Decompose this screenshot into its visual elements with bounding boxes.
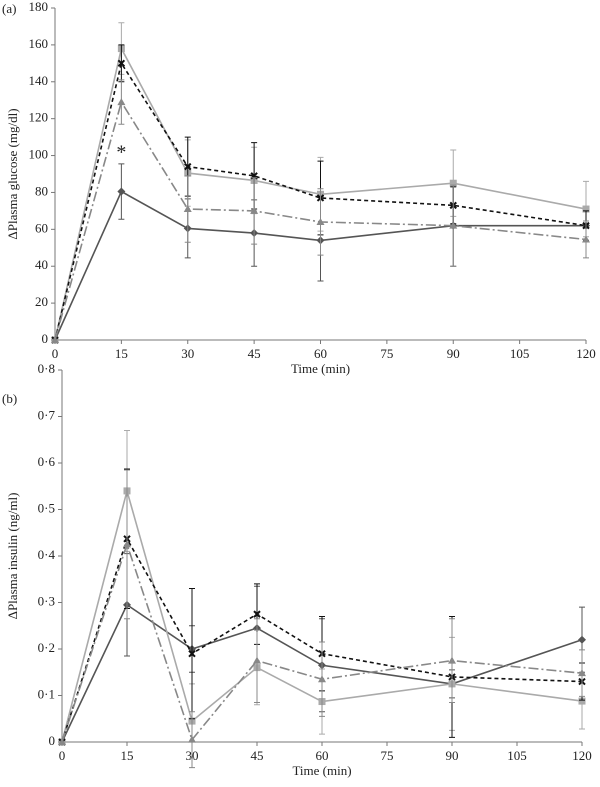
marker: [184, 162, 192, 171]
x-tick-label: 45: [251, 748, 264, 763]
x-tick-label: 60: [316, 748, 329, 763]
marker: [117, 187, 126, 196]
x-tick-label: 120: [576, 346, 596, 361]
panel-label: (b): [2, 391, 17, 406]
y-axis-label: ΔPlasma glucose (mg/dl): [5, 108, 20, 239]
y-tick-label: 80: [35, 183, 48, 198]
x-tick-label: 90: [447, 346, 460, 361]
marker: [582, 205, 590, 213]
marker: [448, 656, 456, 664]
x-tick-label: 105: [507, 748, 527, 763]
annotation: *: [116, 141, 126, 163]
marker: [316, 217, 325, 225]
x-tick-label: 90: [446, 748, 459, 763]
x-tick-label: 75: [381, 748, 394, 763]
marker: [188, 735, 196, 743]
y-tick-label: 0·7: [38, 407, 56, 422]
y-tick-label: 40: [35, 257, 48, 272]
marker: [123, 540, 131, 548]
y-tick-label: 140: [29, 73, 49, 88]
y-tick-label: 60: [35, 220, 48, 235]
marker: [449, 179, 457, 187]
y-tick-label: 0·6: [38, 454, 56, 469]
x-tick-label: 120: [572, 748, 592, 763]
y-tick-label: 0·8: [38, 361, 55, 376]
x-tick-label: 45: [248, 346, 261, 361]
marker: [578, 669, 586, 677]
marker: [117, 98, 126, 106]
marker: [253, 610, 261, 618]
marker: [117, 59, 126, 68]
marker: [253, 656, 261, 664]
marker: [578, 697, 586, 705]
x-tick-label: 30: [181, 346, 194, 361]
x-tick-label: 15: [121, 748, 134, 763]
x-axis-label: Time (min): [291, 361, 350, 376]
marker: [250, 206, 259, 214]
marker: [318, 675, 326, 683]
y-tick-label: 0·4: [38, 547, 56, 562]
marker: [183, 205, 192, 213]
y-tick-label: 180: [29, 0, 49, 14]
marker: [582, 235, 590, 243]
marker: [51, 336, 59, 343]
y-axis-label: ΔPlasma insulin (ng/ml): [5, 493, 20, 620]
y-tick-label: 0·1: [38, 686, 55, 701]
x-tick-label: 75: [380, 346, 393, 361]
y-tick-label: 20: [35, 294, 48, 309]
y-tick-label: 160: [29, 36, 49, 51]
x-axis-label: Time (min): [292, 763, 351, 778]
y-tick-label: 0: [42, 331, 49, 346]
x-tick-label: 60: [314, 346, 327, 361]
x-tick-label: 15: [115, 346, 128, 361]
marker: [449, 221, 458, 229]
marker: [578, 635, 586, 644]
y-tick-label: 0·2: [38, 640, 55, 655]
marker: [188, 649, 196, 658]
x-tick-label: 105: [510, 346, 530, 361]
y-tick-label: 120: [29, 110, 49, 125]
y-tick-label: 100: [29, 147, 49, 162]
y-tick-label: 0·5: [38, 500, 55, 515]
x-tick-label: 0: [52, 346, 59, 361]
y-tick-label: 0: [49, 733, 56, 748]
panel-label: (a): [2, 1, 16, 16]
y-tick-label: 0·3: [38, 593, 55, 608]
x-tick-label: 0: [59, 748, 66, 763]
marker: [58, 738, 66, 745]
